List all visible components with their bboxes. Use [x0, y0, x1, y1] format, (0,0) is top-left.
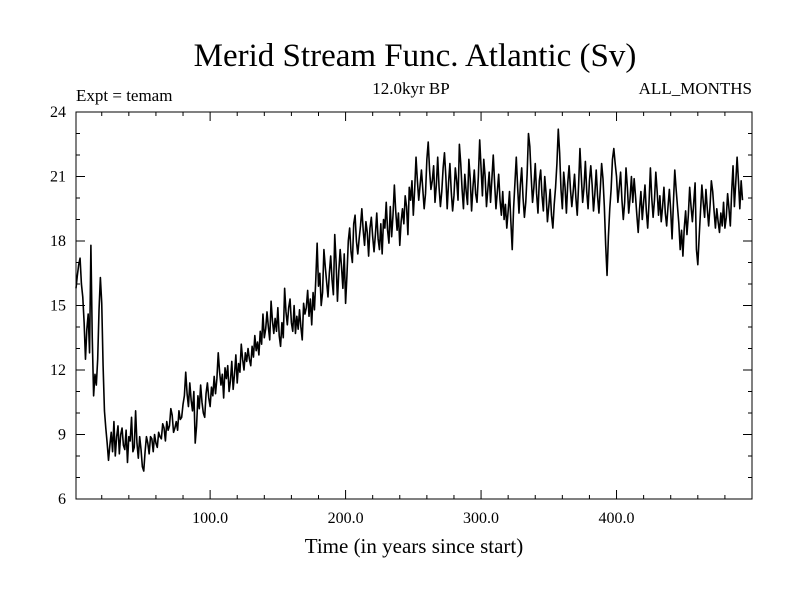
- y-tick-label: 6: [58, 491, 66, 508]
- x-tick-label: 300.0: [463, 510, 499, 527]
- y-tick-label: 9: [58, 427, 66, 444]
- series-line: [75, 128, 744, 472]
- x-tick-label: 400.0: [599, 510, 635, 527]
- x-tick-labels: 100.0 200.0 300.0 400.0: [192, 510, 634, 527]
- y-tick-label: 24: [50, 104, 66, 121]
- chart-subtitle: 12.0kyr BP: [372, 79, 449, 98]
- x-tick-label: 200.0: [328, 510, 364, 527]
- y-tick-labels: 6 9 12 15 18 21 24: [50, 104, 66, 508]
- experiment-label: Expt = temam: [76, 86, 172, 105]
- months-label: ALL_MONTHS: [639, 79, 752, 98]
- y-tick-label: 15: [50, 298, 66, 315]
- axis-ticks: [76, 111, 753, 500]
- y-tick-label: 21: [50, 169, 66, 186]
- x-axis-label: Time (in years since start): [305, 534, 524, 558]
- y-tick-label: 18: [50, 233, 66, 250]
- chart-title: Merid Stream Func. Atlantic (Sv): [194, 38, 637, 74]
- y-tick-label: 12: [50, 362, 66, 379]
- x-tick-label: 100.0: [192, 510, 228, 527]
